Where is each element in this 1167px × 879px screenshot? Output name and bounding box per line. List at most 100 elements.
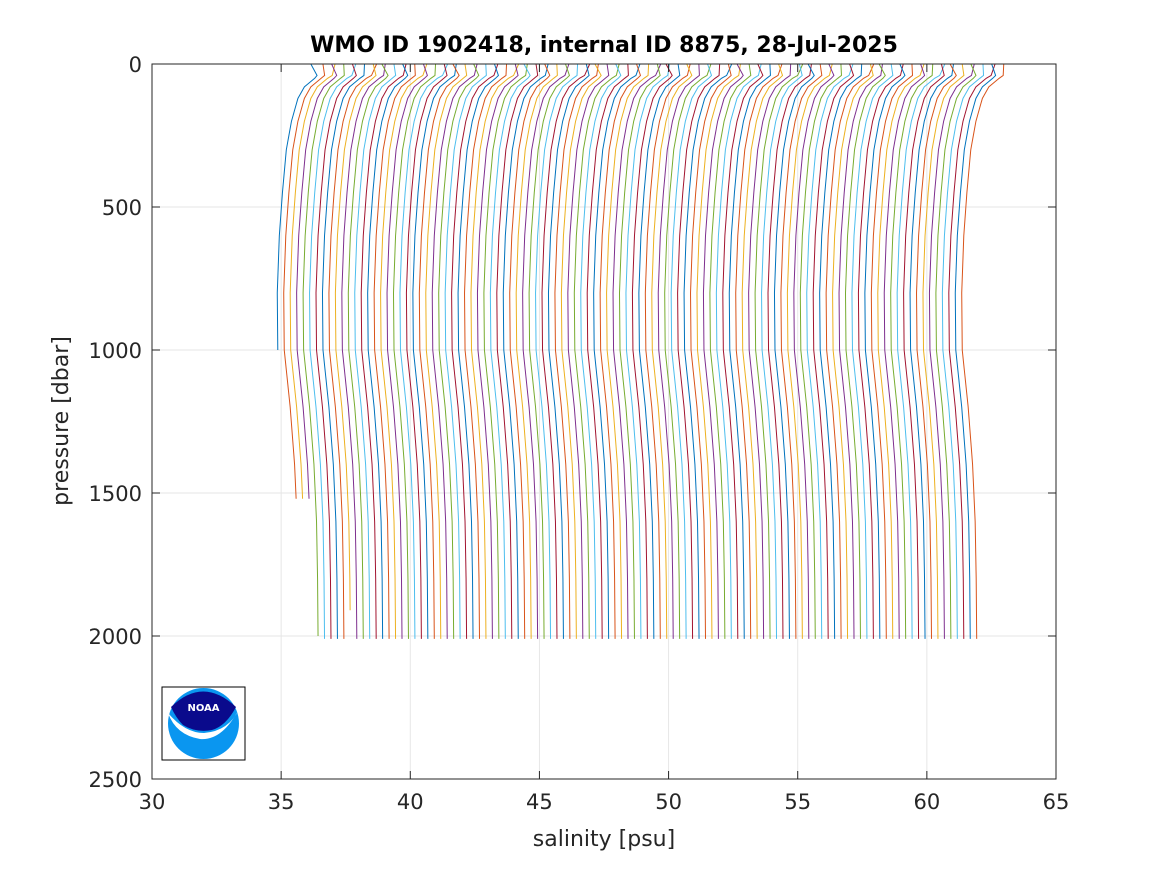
profile-line xyxy=(677,63,721,639)
profile-line xyxy=(386,63,428,639)
profile-line xyxy=(683,63,733,639)
profile-line xyxy=(857,63,904,639)
profile-line xyxy=(786,63,833,639)
profile-line xyxy=(961,63,1005,639)
profile-line xyxy=(773,63,815,639)
x-tick-label: 65 xyxy=(1043,790,1070,814)
profile-line xyxy=(806,63,854,639)
y-tick-label: 2000 xyxy=(89,625,142,649)
profile-line xyxy=(522,63,570,639)
profile-line xyxy=(948,63,996,639)
x-tick-label: 60 xyxy=(913,790,940,814)
profile-line xyxy=(547,63,590,639)
profile-line xyxy=(870,63,914,639)
profile-line xyxy=(696,63,741,639)
profile-line xyxy=(883,63,926,639)
profile-line xyxy=(903,63,945,639)
profile-line xyxy=(470,63,520,639)
y-tick-label: 500 xyxy=(102,196,142,220)
profile-line xyxy=(341,63,386,639)
profile-line xyxy=(916,63,957,639)
profile-line xyxy=(638,63,681,639)
x-tick-label: 30 xyxy=(139,790,166,814)
profile-line xyxy=(296,63,338,499)
profile-line xyxy=(702,63,744,639)
profile-line xyxy=(573,63,620,639)
x-tick-label: 40 xyxy=(397,790,424,814)
profile-line xyxy=(289,63,336,499)
profile-line xyxy=(535,63,579,639)
profile-line xyxy=(464,63,508,639)
profile-line xyxy=(380,63,428,639)
profile-line xyxy=(425,63,468,639)
profile-line xyxy=(664,63,712,639)
axis-ticks: 30 35 40 45 50 55 60 65 0 500 1000 1500 2000 2500 xyxy=(89,53,1070,814)
profile-line xyxy=(509,63,551,639)
profile-line xyxy=(799,63,842,639)
profile-line xyxy=(593,63,641,639)
profile-line xyxy=(631,63,673,639)
profile-line xyxy=(431,63,478,639)
profile-lines xyxy=(276,63,1005,639)
profile-line xyxy=(567,63,610,639)
axes-box xyxy=(151,63,1057,780)
profile-line xyxy=(502,63,549,639)
profile-line xyxy=(670,63,713,639)
profile-line xyxy=(496,63,539,639)
profile-line xyxy=(954,63,997,639)
profile-line xyxy=(877,63,925,639)
noaa-logo-wave xyxy=(168,709,239,740)
profile-line xyxy=(709,63,752,639)
profile-line xyxy=(612,63,662,639)
profile-line xyxy=(754,63,804,639)
noaa-logo: NOAA xyxy=(161,686,246,761)
profile-line xyxy=(283,63,326,499)
noaa-logo-bird xyxy=(171,691,236,731)
profile-line xyxy=(302,63,345,637)
profile-line xyxy=(354,63,397,639)
profile-line xyxy=(489,63,531,639)
x-axis-label: salinity [psu] xyxy=(533,827,675,852)
profile-line xyxy=(451,63,499,639)
profile-line xyxy=(728,63,771,639)
profile-line xyxy=(767,63,812,639)
profile-line xyxy=(586,63,629,639)
profile-line xyxy=(457,63,499,639)
profile-line xyxy=(690,63,732,639)
profile-line xyxy=(515,63,558,639)
profile-line xyxy=(715,63,762,639)
profile-line xyxy=(599,63,642,639)
profile-line xyxy=(360,63,407,639)
profile-line xyxy=(657,63,700,639)
profile-line xyxy=(922,63,965,639)
profile-line xyxy=(625,63,670,639)
profile-line xyxy=(412,63,457,639)
profile-line xyxy=(935,63,977,639)
profile-line xyxy=(890,63,934,639)
plot-area xyxy=(152,64,1056,779)
profile-line xyxy=(418,63,460,639)
x-tick-label: 35 xyxy=(268,790,295,814)
y-tick-label: 2500 xyxy=(89,768,142,792)
profile-line xyxy=(761,63,803,639)
profile-line xyxy=(309,63,357,639)
profile-line xyxy=(541,63,591,639)
profile-line xyxy=(444,63,487,639)
profile-line xyxy=(651,63,693,639)
profile-line xyxy=(644,63,691,639)
profile-line xyxy=(825,63,875,639)
profile-line xyxy=(928,63,975,639)
profile-line xyxy=(832,63,874,639)
profile-line xyxy=(554,63,599,639)
y-tick-label: 1500 xyxy=(89,482,142,506)
profile-line xyxy=(741,63,784,639)
profile-line xyxy=(347,63,389,639)
profile-line xyxy=(373,63,416,639)
profile-line xyxy=(399,63,449,639)
profile-line xyxy=(276,63,318,351)
profile-line xyxy=(851,63,894,639)
x-tick-label: 55 xyxy=(784,790,811,814)
profile-line xyxy=(896,63,946,639)
